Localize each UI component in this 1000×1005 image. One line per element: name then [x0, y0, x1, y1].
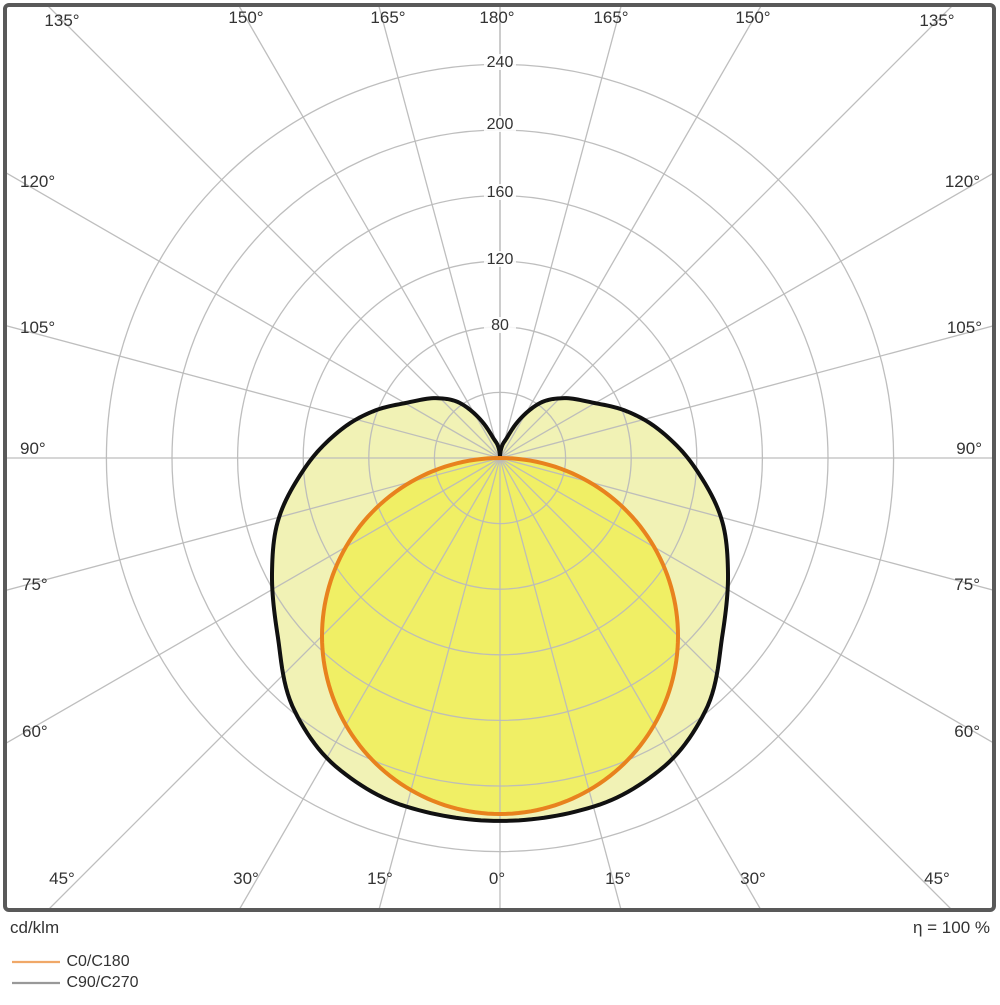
svg-text:15°: 15°: [367, 869, 393, 888]
svg-text:60°: 60°: [954, 722, 980, 741]
svg-text:165°: 165°: [593, 8, 628, 27]
svg-text:90°: 90°: [956, 439, 982, 458]
svg-text:105°: 105°: [947, 318, 982, 337]
svg-text:45°: 45°: [49, 869, 75, 888]
svg-text:200: 200: [487, 116, 514, 133]
svg-text:135°: 135°: [44, 11, 79, 30]
svg-text:45°: 45°: [924, 869, 950, 888]
svg-text:60°: 60°: [22, 722, 48, 741]
svg-text:135°: 135°: [919, 11, 954, 30]
svg-text:30°: 30°: [740, 869, 766, 888]
svg-text:120°: 120°: [20, 172, 55, 191]
svg-text:120°: 120°: [945, 172, 980, 191]
svg-text:180°: 180°: [479, 8, 514, 27]
svg-text:160: 160: [487, 184, 514, 201]
svg-text:150°: 150°: [228, 8, 263, 27]
svg-text:0°: 0°: [489, 869, 505, 888]
svg-text:80: 80: [491, 317, 509, 334]
svg-text:30°: 30°: [233, 869, 259, 888]
svg-text:75°: 75°: [954, 575, 980, 594]
svg-text:105°: 105°: [20, 318, 55, 337]
svg-text:240: 240: [487, 54, 514, 71]
svg-text:150°: 150°: [735, 8, 770, 27]
svg-text:90°: 90°: [20, 439, 46, 458]
svg-text:120: 120: [487, 251, 514, 268]
svg-text:15°: 15°: [605, 869, 631, 888]
svg-text:75°: 75°: [22, 575, 48, 594]
svg-text:165°: 165°: [370, 8, 405, 27]
